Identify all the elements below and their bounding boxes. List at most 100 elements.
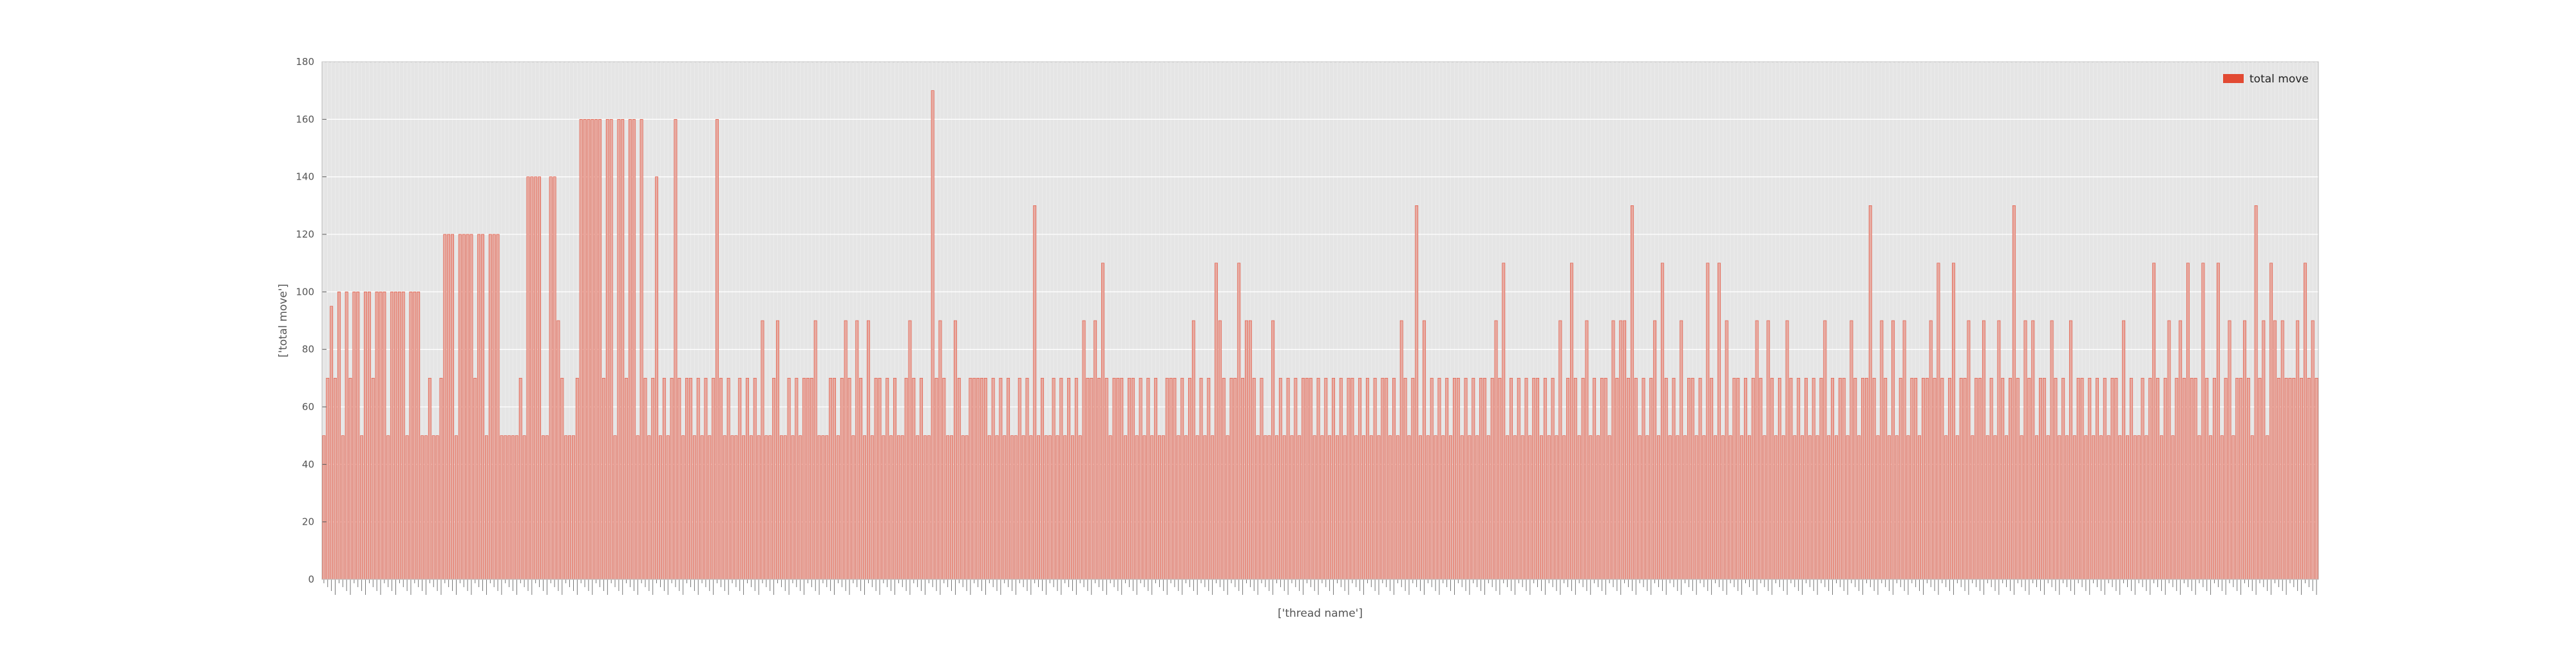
bar <box>1195 435 1199 580</box>
bar <box>2129 378 2133 580</box>
bar <box>730 435 734 580</box>
bar <box>1676 435 1680 580</box>
bar <box>1690 378 1694 580</box>
bar <box>1388 435 1392 580</box>
bar <box>2228 320 2231 580</box>
bar <box>575 378 579 580</box>
bar <box>1226 435 1229 580</box>
bar <box>1154 378 1158 580</box>
bar <box>556 320 560 580</box>
bar <box>492 234 496 580</box>
bar <box>1173 378 1177 580</box>
bar <box>1547 435 1551 580</box>
bar <box>2069 320 2072 580</box>
bar <box>696 378 700 580</box>
bar <box>1392 378 1396 580</box>
bar <box>904 378 908 580</box>
bar <box>1808 435 1812 580</box>
bar <box>2027 378 2031 580</box>
bar <box>1191 320 1195 580</box>
bar <box>1158 435 1161 580</box>
bar <box>643 378 647 580</box>
bar <box>542 435 545 580</box>
bar <box>1237 263 1241 580</box>
bar <box>1891 320 1895 580</box>
bar <box>1044 435 1048 580</box>
bar <box>431 435 435 580</box>
bar <box>1876 435 1880 580</box>
bar <box>383 292 386 580</box>
bar <box>1793 435 1797 580</box>
bar <box>1672 378 1676 580</box>
bar <box>1218 320 1222 580</box>
bar <box>1838 378 1842 580</box>
bar <box>1551 378 1555 580</box>
bar <box>1101 263 1104 580</box>
bar <box>1475 435 1479 580</box>
bar <box>1369 435 1373 580</box>
x-tick-marks <box>323 579 2317 595</box>
bar <box>1260 378 1264 580</box>
bar <box>605 119 609 580</box>
bar <box>511 435 515 580</box>
bar <box>1607 435 1611 580</box>
bar <box>2175 378 2179 580</box>
bar <box>326 378 330 580</box>
bar <box>2001 378 2005 580</box>
bar <box>352 292 356 580</box>
bar <box>2163 378 2167 580</box>
bar <box>983 378 987 580</box>
bar <box>1978 378 1982 580</box>
bar <box>2072 435 2076 580</box>
bar <box>386 435 390 580</box>
bar <box>2107 435 2110 580</box>
bar <box>1449 435 1452 580</box>
bar <box>1010 435 1014 580</box>
bar <box>360 435 364 580</box>
bar <box>2231 435 2235 580</box>
bar <box>1668 435 1672 580</box>
y-tick-label: 120 <box>296 229 314 240</box>
bar <box>764 435 768 580</box>
bar <box>601 378 605 580</box>
bar <box>1309 378 1312 580</box>
bar <box>1528 435 1532 580</box>
bar <box>1680 320 1683 580</box>
bar <box>2277 378 2280 580</box>
bar <box>534 176 538 580</box>
bar <box>1880 320 1884 580</box>
bar <box>863 435 866 580</box>
bar <box>859 378 863 580</box>
bar <box>1041 378 1044 580</box>
bar <box>1868 205 1872 580</box>
bar <box>1097 378 1101 580</box>
bar <box>1725 320 1728 580</box>
bar <box>742 435 746 580</box>
bar <box>1048 435 1052 580</box>
bar <box>469 234 473 580</box>
bar <box>1823 320 1827 580</box>
bar <box>1233 378 1237 580</box>
bar <box>882 435 886 580</box>
bar <box>1706 263 1710 580</box>
bar <box>999 378 1003 580</box>
bar <box>549 176 553 580</box>
bar <box>1229 378 1233 580</box>
bar <box>1029 435 1033 580</box>
bar <box>2096 378 2099 580</box>
bar <box>2307 378 2311 580</box>
bar <box>356 292 360 580</box>
bar <box>651 378 655 580</box>
bar <box>726 378 730 580</box>
bar <box>1638 435 1642 580</box>
bar <box>625 378 629 580</box>
bar <box>1642 378 1645 580</box>
bar <box>692 435 696 580</box>
bar <box>776 320 779 580</box>
bar <box>1211 435 1215 580</box>
bar <box>2292 378 2296 580</box>
bar <box>330 306 334 580</box>
bar <box>957 378 961 580</box>
bar <box>1902 320 1906 580</box>
